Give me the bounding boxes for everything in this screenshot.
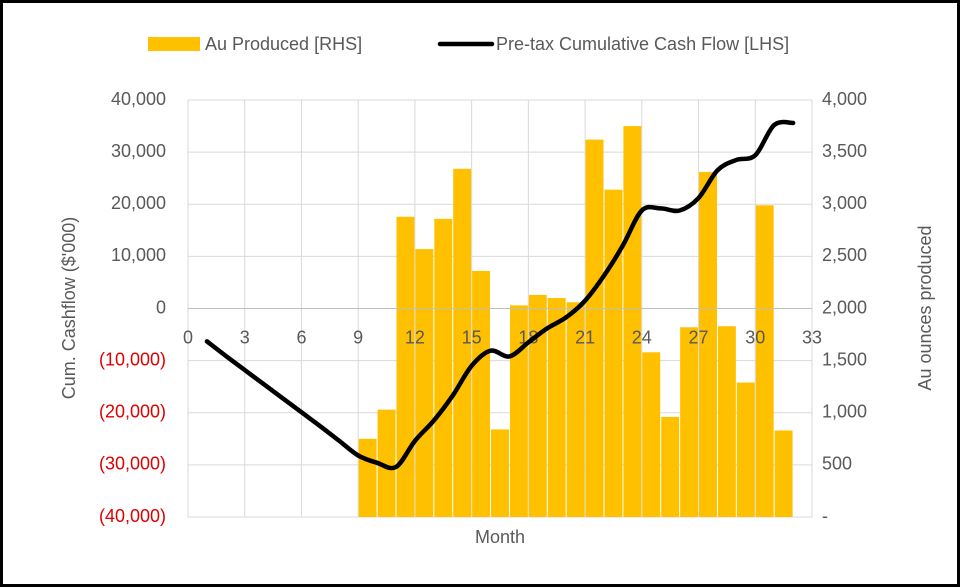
bar	[491, 429, 509, 517]
y-tick-label: 0	[156, 297, 166, 317]
bar	[396, 216, 415, 517]
x-tick-label: 9	[353, 327, 363, 347]
y2-axis-title: Au ounces produced	[915, 225, 935, 390]
x-tick-label: 24	[632, 327, 652, 347]
bar	[661, 416, 680, 517]
x-tick-label: 33	[802, 327, 822, 347]
x-tick-label: 0	[183, 327, 193, 347]
y-tick-label: 10,000	[111, 245, 166, 265]
bar	[415, 249, 434, 517]
y2-tick-label: 1,000	[822, 402, 867, 422]
legend-label: Pre-tax Cumulative Cash Flow [LHS]	[496, 34, 789, 54]
x-tick-label: 27	[689, 327, 709, 347]
bar	[680, 327, 699, 517]
x-tick-label: 30	[745, 327, 765, 347]
bar	[453, 168, 472, 517]
bar	[604, 189, 623, 517]
y2-tick-label: 3,000	[822, 193, 867, 213]
x-tick-label: 15	[462, 327, 482, 347]
legend-swatch	[148, 37, 200, 51]
bar	[509, 305, 528, 517]
bar	[585, 139, 604, 518]
y-tick-label: 30,000	[111, 141, 166, 161]
line	[204, 119, 796, 471]
x-axis-title: Month	[475, 527, 525, 547]
y-tick-label: 40,000	[111, 89, 166, 109]
y-tick-label: (20,000)	[99, 402, 166, 422]
y-tick-label: (30,000)	[99, 454, 166, 474]
bar	[755, 205, 774, 518]
bar	[642, 352, 661, 517]
bar	[547, 298, 566, 517]
bar	[434, 218, 453, 517]
bar	[774, 430, 793, 517]
x-tick-label: 12	[405, 327, 425, 347]
legend-label: Au Produced [RHS]	[205, 34, 362, 54]
bar	[717, 326, 736, 517]
x-tick-label: 21	[575, 327, 595, 347]
y2-tick-label: 3,500	[822, 141, 867, 161]
y2-tick-label: 4,000	[822, 89, 867, 109]
x-tick-label: 3	[240, 327, 250, 347]
y-axis-title: Cum. Cashflow ($'000)	[59, 217, 79, 400]
bar	[699, 171, 717, 517]
y2-tick-label: 2,000	[822, 297, 867, 317]
bar	[736, 382, 755, 517]
x-tick-label: 6	[296, 327, 306, 347]
y2-tick-label: 1,500	[822, 349, 867, 369]
bar	[377, 409, 396, 517]
bar	[528, 294, 547, 517]
y-tick-label: 20,000	[111, 193, 166, 213]
y2-tick-label: 500	[822, 454, 852, 474]
y-tick-label: (10,000)	[99, 349, 166, 369]
bar	[358, 438, 377, 517]
y2-tick-label: 2,500	[822, 245, 867, 265]
bar	[623, 126, 642, 517]
y-tick-label: (40,000)	[99, 506, 166, 526]
x-tick-label: 18	[518, 327, 538, 347]
y2-tick-label: -	[822, 506, 828, 526]
bar	[566, 302, 585, 517]
bar	[472, 270, 491, 517]
